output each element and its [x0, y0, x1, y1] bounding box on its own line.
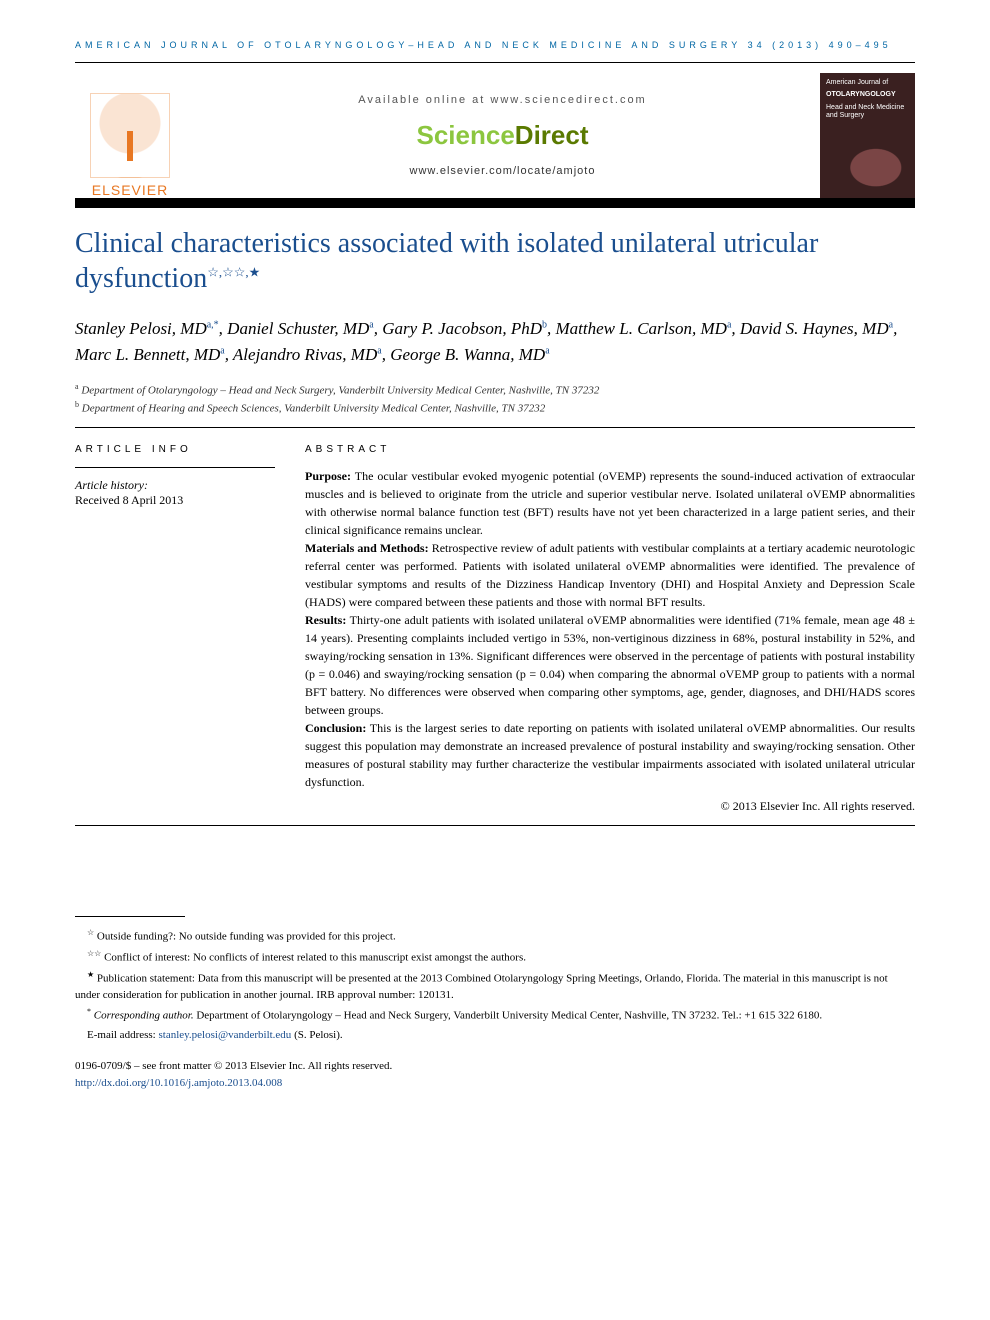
- cover-supertitle: American Journal of: [826, 79, 909, 87]
- footnotes: ☆ Outside funding?: No outside funding w…: [75, 927, 915, 1044]
- available-online-text: Available online at www.sciencedirect.co…: [205, 94, 800, 106]
- footnote-funding: ☆ Outside funding?: No outside funding w…: [75, 927, 915, 946]
- abstract-heading: ABSTRACT: [305, 444, 915, 455]
- article-info-col: ARTICLE INFO Article history: Received 8…: [75, 444, 275, 815]
- sciencedirect-logo[interactable]: ScienceDirect: [205, 120, 800, 151]
- footnote-publication: ★ Publication statement: Data from this …: [75, 969, 915, 1005]
- footnotes-rule: [75, 916, 185, 917]
- abstract-conclusion: Conclusion: This is the largest series t…: [305, 719, 915, 791]
- page-footer: 0196-0709/$ – see front matter © 2013 El…: [75, 1058, 915, 1091]
- article-info-heading: ARTICLE INFO: [75, 444, 275, 455]
- affiliations: a Department of Otolaryngology – Head an…: [75, 381, 915, 417]
- title-footnote-marks[interactable]: ☆,☆☆,★: [207, 265, 260, 280]
- footer-copyright-line: 0196-0709/$ – see front matter © 2013 El…: [75, 1058, 915, 1075]
- abstract-body: Purpose: The ocular vestibular evoked my…: [305, 467, 915, 815]
- article-history: Article history: Received 8 April 2013: [75, 478, 275, 508]
- journal-cover-thumbnail[interactable]: American Journal of OTOLARYNGOLOGY Head …: [820, 73, 915, 198]
- section-rule-top: [75, 427, 915, 428]
- journal-locate-url[interactable]: www.elsevier.com/locate/amjoto: [205, 165, 800, 177]
- header-block: ELSEVIER Available online at www.science…: [75, 73, 915, 198]
- cover-art-icon: [826, 131, 909, 192]
- corresponding-email-link[interactable]: stanley.pelosi@vanderbilt.edu: [158, 1029, 291, 1041]
- info-abstract-row: ARTICLE INFO Article history: Received 8…: [75, 444, 915, 815]
- footnote-conflict: ☆☆ Conflict of interest: No conflicts of…: [75, 948, 915, 967]
- elsevier-wordmark: ELSEVIER: [92, 182, 168, 198]
- history-received-date: Received 8 April 2013: [75, 493, 275, 508]
- abstract-results: Results: Thirty-one adult patients with …: [305, 611, 915, 719]
- elsevier-logo[interactable]: ELSEVIER: [75, 73, 185, 198]
- footnote-corresponding: * Corresponding author. Department of Ot…: [75, 1006, 915, 1025]
- affiliation-b: b Department of Hearing and Speech Scien…: [75, 399, 915, 417]
- header-center: Available online at www.sciencedirect.co…: [185, 73, 820, 198]
- running-header: AMERICAN JOURNAL OF OTOLARYNGOLOGY–HEAD …: [75, 40, 915, 50]
- doi-link[interactable]: http://dx.doi.org/10.1016/j.amjoto.2013.…: [75, 1077, 282, 1089]
- footnote-email: E-mail address: stanley.pelosi@vanderbil…: [75, 1027, 915, 1044]
- cover-title: OTOLARYNGOLOGY: [826, 91, 909, 99]
- cover-subtitle: Head and Neck Medicine and Surgery: [826, 104, 909, 121]
- abstract-col: ABSTRACT Purpose: The ocular vestibular …: [305, 444, 915, 815]
- elsevier-tree-icon: [90, 93, 170, 178]
- title-text: Clinical characteristics associated with…: [75, 228, 818, 294]
- affiliation-a: a Department of Otolaryngology – Head an…: [75, 381, 915, 399]
- author-list: Stanley Pelosi, MDa,*, Daniel Schuster, …: [75, 316, 915, 367]
- section-rule-bottom: [75, 825, 915, 826]
- abstract-copyright: © 2013 Elsevier Inc. All rights reserved…: [305, 797, 915, 815]
- article-title: Clinical characteristics associated with…: [75, 226, 915, 296]
- sd-prefix: Science: [417, 120, 515, 150]
- sd-suffix: Direct: [515, 120, 589, 150]
- header-top-rule: [75, 62, 915, 63]
- abstract-purpose: Purpose: The ocular vestibular evoked my…: [305, 467, 915, 539]
- history-label: Article history:: [75, 478, 275, 493]
- abstract-methods: Materials and Methods: Retrospective rev…: [305, 539, 915, 611]
- black-divider-bar: [75, 198, 915, 208]
- article-info-rule: [75, 467, 275, 468]
